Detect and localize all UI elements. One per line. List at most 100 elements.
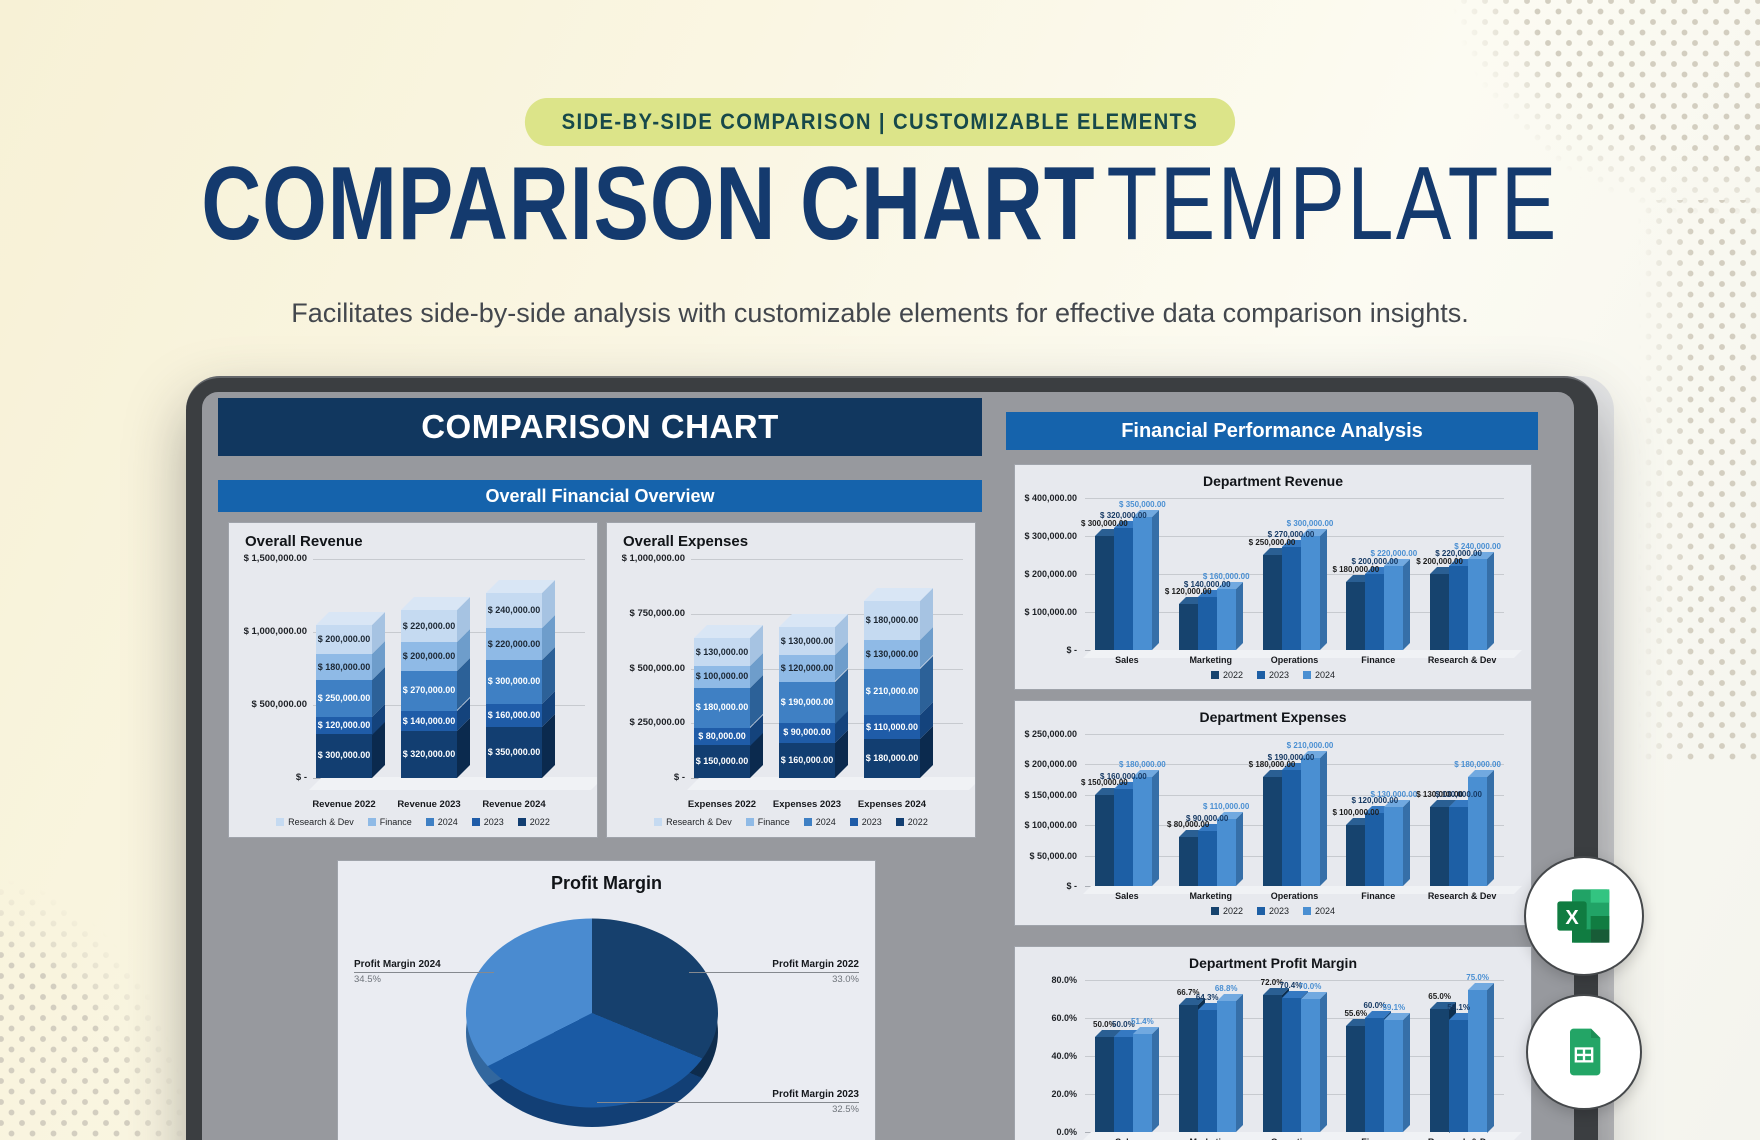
bar-segment: $ 220,000.00 xyxy=(401,597,470,643)
bar-value-label: $ 110,000.00 xyxy=(865,721,919,732)
chart-legend: Research & Dev Finance 2024 2023 2022 xyxy=(607,817,975,827)
y-axis-label: $ 500,000.00 xyxy=(251,699,307,710)
column-bar xyxy=(1262,988,1289,1132)
column-value-label: $ 120,000.00 xyxy=(1351,796,1399,806)
svg-text:X: X xyxy=(1565,907,1579,929)
column-value-label: $ 240,000.00 xyxy=(1454,541,1501,551)
column-value-label: 75.0% xyxy=(1466,972,1489,982)
legend-item: Research & Dev xyxy=(654,817,732,827)
column-bar xyxy=(1468,551,1495,650)
bar-segment: $ 320,000.00 xyxy=(401,718,470,778)
legend-item: 2022 xyxy=(1210,906,1243,916)
column-value-label: 66.7% xyxy=(1176,988,1200,998)
column-value-label: $ 180,000.00 xyxy=(1119,759,1166,769)
legend-swatch xyxy=(276,818,285,826)
bar-segment: $ 80,000.00 xyxy=(694,714,763,746)
column-value-label: $ 180,000.00 xyxy=(1454,759,1501,769)
bar-value-label: $ 250,000.00 xyxy=(317,693,371,704)
stacked-bar: $ 160,000.00 $ 90,000.00 $ 190,000.00 $ 120… xyxy=(779,613,848,778)
column-bar xyxy=(1300,751,1327,886)
column-value-label: $ 320,000.00 xyxy=(1100,511,1147,521)
excel-icon[interactable]: X xyxy=(1524,856,1644,976)
pie-callout: Profit Margin 2022 33.0% xyxy=(689,959,859,985)
legend-label: 2022 xyxy=(1222,670,1243,680)
legend-label: Research & Dev xyxy=(666,817,732,827)
column-value-label: 72.0% xyxy=(1260,978,1284,988)
page-title: COMPARISON CHART TEMPLATE xyxy=(176,150,1584,258)
x-axis-label: Expenses 2024 xyxy=(857,799,927,810)
column-value-label: $ 190,000.00 xyxy=(1267,753,1315,763)
column-value-label: $ 100,000.00 xyxy=(1332,808,1380,818)
legend-item: Finance xyxy=(745,817,790,827)
column-value-label: $ 180,000.00 xyxy=(1332,564,1380,574)
halftone-dots-right xyxy=(1638,200,1760,760)
column-value-label: $ 300,000.00 xyxy=(1081,519,1128,528)
bar-value-label: $ 120,000.00 xyxy=(317,719,371,730)
column-bar xyxy=(1178,597,1205,650)
column-bar xyxy=(1113,521,1140,650)
column-side xyxy=(1151,1027,1159,1132)
x-axis-label: Marketing xyxy=(1189,655,1232,665)
legend-label: 2022 xyxy=(1222,906,1243,916)
column-value-label: 50.0% xyxy=(1093,1020,1116,1029)
x-axis-label: Operations xyxy=(1270,655,1319,665)
google-sheets-icon[interactable] xyxy=(1526,994,1642,1110)
chart-legend: 2022 2023 2024 xyxy=(1015,670,1531,680)
legend-item: 2022 xyxy=(517,817,550,827)
pie-callout-value: 33.0% xyxy=(832,974,859,985)
column-bar xyxy=(1468,769,1495,886)
x-axis-label: Sales xyxy=(1115,655,1139,665)
y-axis-label: $ 1,500,000.00 xyxy=(243,553,307,564)
legend-label: 2024 xyxy=(437,817,458,827)
legend-label: Finance xyxy=(757,817,790,827)
y-axis-label: $ 500,000.00 xyxy=(629,662,685,674)
legend-item: 2023 xyxy=(471,817,504,827)
y-axis-label: $ 1,000,000.00 xyxy=(243,626,307,637)
bar-value-label: $ 220,000.00 xyxy=(487,638,541,649)
y-axis-label: $ 750,000.00 xyxy=(629,607,685,619)
chart-legend: 2022 2023 2024 xyxy=(1015,906,1531,916)
bar-value-label: $ 120,000.00 xyxy=(780,663,834,674)
bar-value-label: $ 130,000.00 xyxy=(695,646,749,657)
chart-title: Overall Revenue xyxy=(245,533,363,550)
legend-swatch xyxy=(1303,907,1312,915)
column-value-label: 70.0% xyxy=(1298,982,1322,991)
chart-title: Department Expenses xyxy=(1199,709,1347,725)
legend-label: 2023 xyxy=(483,817,504,827)
bar-value-label: $ 300,000.00 xyxy=(317,750,371,761)
legend-label: Research & Dev xyxy=(288,817,354,827)
column-bar xyxy=(1365,567,1392,650)
x-axis-label: Expenses 2022 xyxy=(687,799,757,810)
bar-segment: $ 90,000.00 xyxy=(779,710,848,743)
page-title-bold: COMPARISON CHART xyxy=(201,146,1096,262)
x-axis-label: Research & Dev xyxy=(1420,1137,1504,1140)
column-value-label: $ 250,000.00 xyxy=(1248,538,1296,547)
column-bar xyxy=(1346,574,1373,650)
legend-swatch xyxy=(803,818,812,826)
badge-wrap: SIDE-BY-SIDE COMPARISON | CUSTOMIZABLE E… xyxy=(0,98,1760,146)
y-axis-label: 20.0% xyxy=(1051,1089,1077,1099)
column-bar xyxy=(1430,799,1457,886)
x-axis-label: Sales xyxy=(1115,891,1139,901)
bar-value-label: $ 210,000.00 xyxy=(865,685,919,696)
x-axis-label: Operations xyxy=(1270,891,1319,901)
y-axis-label: $ 300,000.00 xyxy=(1024,531,1077,541)
bar-segment: $ 210,000.00 xyxy=(864,655,933,715)
left-panel-header: COMPARISON CHART xyxy=(218,398,982,456)
column-value-label: 50.0% xyxy=(1112,1020,1135,1029)
x-axis-label: Research & Dev xyxy=(1427,655,1497,665)
column-side xyxy=(1403,1012,1411,1132)
column-value-label: $ 130,000.00 xyxy=(1416,789,1463,799)
column-bar xyxy=(1346,1019,1373,1132)
column-value-label: 65.0% xyxy=(1428,991,1451,1001)
bar-value-label: $ 180,000.00 xyxy=(865,614,919,625)
column-bar xyxy=(1132,510,1159,650)
chart-department-revenue: Department Revenue $ 400,000.00 $ 300,000.… xyxy=(1014,464,1532,690)
legend-item: 2022 xyxy=(895,817,928,827)
column-bar xyxy=(1449,559,1476,650)
gridline xyxy=(313,559,585,560)
bar-value-label: $ 190,000.00 xyxy=(780,696,834,707)
column-value-label: $ 140,000.00 xyxy=(1183,579,1231,589)
bar-value-label: $ 100,000.00 xyxy=(695,671,749,682)
gridline xyxy=(691,559,963,560)
